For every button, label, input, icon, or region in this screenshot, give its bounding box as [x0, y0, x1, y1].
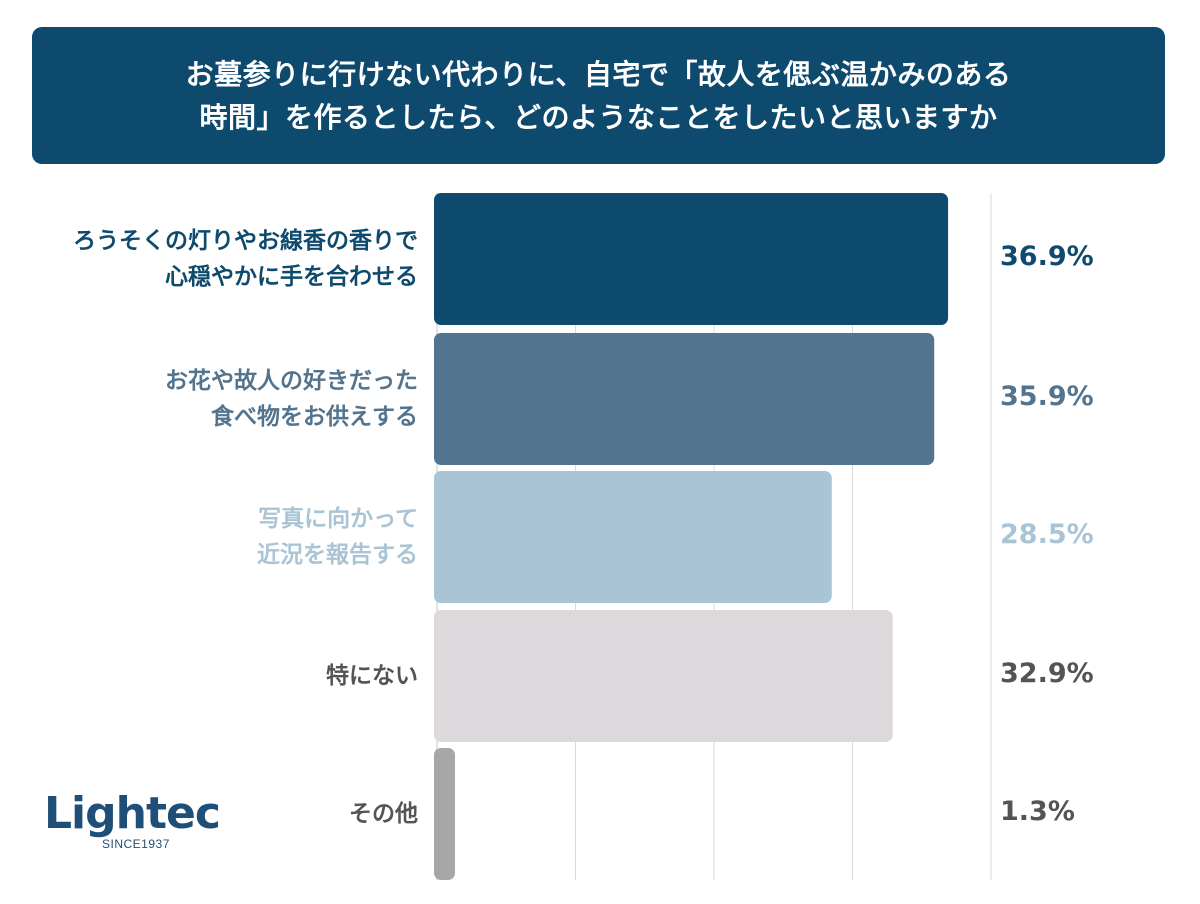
value-label: 35.9%: [1000, 381, 1094, 412]
category-label: その他: [349, 801, 418, 827]
category-label: ろうそくの灯りやお線香の香りで 心穏やかに手を合わせる: [73, 228, 418, 290]
bar: [434, 333, 935, 465]
bar: [434, 471, 832, 603]
category-label: 写真に向かって 近況を報告する: [257, 506, 418, 568]
logo-tagline: SINCE1937: [102, 837, 170, 851]
bar: [434, 748, 456, 880]
category-label: お花や故人の好きだった 食べ物をお供えする: [165, 368, 418, 430]
value-label: 32.9%: [1000, 658, 1094, 689]
bar: [434, 193, 949, 325]
value-label: 28.5%: [1000, 519, 1094, 550]
value-label: 36.9%: [1000, 241, 1094, 272]
lightec-logo: Lightec SINCE1937: [44, 790, 221, 854]
title-banner: お墓参りに行けない代わりに、自宅で「故人を偲ぶ温かみのある 時間」を作るとしたら…: [32, 27, 1165, 164]
logo-wordmark: Lightec: [44, 788, 221, 839]
bar: [434, 610, 893, 742]
value-label: 1.3%: [1000, 796, 1075, 827]
category-label: 特にない: [326, 663, 418, 689]
chart-title: お墓参りに行けない代わりに、自宅で「故人を偲ぶ温かみのある 時間」を作るとしたら…: [185, 57, 1012, 134]
